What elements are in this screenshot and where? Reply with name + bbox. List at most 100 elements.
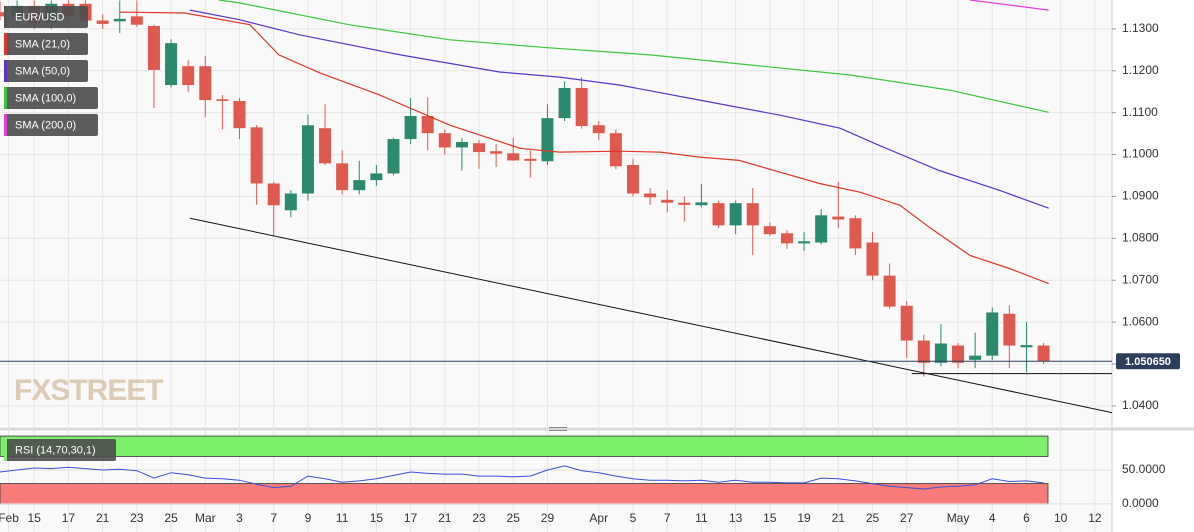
x-tick-label: 7 (270, 511, 277, 525)
x-tick-label: 23 (130, 511, 144, 525)
x-tick-label: 6 (1023, 511, 1030, 525)
candle-body (883, 275, 896, 307)
candle-body (1037, 345, 1050, 362)
legend-swatch (4, 439, 7, 461)
x-tick-label: 12 (1088, 511, 1102, 525)
sma-line (189, 9, 1049, 209)
candle-body (438, 133, 451, 148)
x-tick-label: 21 (438, 511, 452, 525)
sma-line (218, 0, 1049, 113)
legend-swatch (4, 114, 7, 136)
x-tick-label: 10 (1054, 511, 1068, 525)
legend-label: SMA (100,0) (15, 92, 76, 104)
candle-body (216, 99, 229, 101)
candle-body (575, 87, 588, 127)
y-tick-label: 1.1100 (1122, 105, 1158, 119)
x-tick-label: 11 (336, 511, 349, 525)
candle-body (952, 345, 965, 363)
x-tick-label: 25 (164, 511, 178, 525)
candle-body (284, 193, 297, 211)
x-tick-label: Feb (0, 511, 19, 525)
x-tick-label: 4 (989, 511, 996, 525)
candle-body (507, 153, 520, 161)
legend-label: EUR/USD (15, 11, 65, 23)
legend-box (4, 6, 88, 28)
y-tick-label: 1.0900 (1122, 189, 1159, 203)
candle-body (558, 87, 571, 119)
candle-body (695, 202, 708, 206)
candle-body (336, 163, 349, 191)
candle-body (199, 66, 212, 101)
candle-body (524, 158, 537, 161)
candle-body (319, 128, 332, 164)
rsi-line (0, 465, 1044, 490)
candle-body (917, 340, 930, 363)
candle-body (473, 143, 486, 153)
candle-body (763, 226, 776, 235)
candle-body (421, 116, 434, 134)
y-tick-label: 1.1300 (1122, 21, 1159, 35)
candle-body (233, 100, 246, 129)
trend-line (189, 217, 1112, 414)
candle-body (130, 16, 143, 25)
x-tick-label: 27 (900, 511, 914, 525)
candle-body (798, 241, 811, 244)
candle-body (729, 203, 742, 226)
legend-swatch (4, 6, 7, 28)
legend-swatch (4, 87, 7, 109)
candle-body (455, 142, 468, 148)
x-tick-label: 23 (472, 511, 486, 525)
y-tick-label: 1.0800 (1122, 231, 1159, 245)
x-tick-label: 21 (832, 511, 846, 525)
candle-body (661, 199, 674, 203)
legend-swatch (4, 33, 7, 55)
candle-body (165, 43, 178, 86)
x-tick-label: 15 (763, 511, 777, 525)
candle-body (490, 151, 503, 154)
last-price-box (1116, 353, 1180, 370)
separator-grip (549, 427, 567, 431)
candle-body (147, 25, 160, 70)
x-tick-label: 21 (96, 511, 110, 525)
candle-body (644, 193, 657, 198)
candle-body (678, 202, 691, 205)
candle-body (0, 12, 6, 17)
sma-line (119, 11, 1049, 285)
x-tick-label: Apr (589, 511, 608, 525)
rsi-tick-label: 0.0000 (1122, 496, 1159, 510)
candle-body (934, 343, 947, 363)
x-tick-label: 29 (541, 511, 555, 525)
legend-swatch (4, 60, 7, 82)
rsi-tick-label: 50.0000 (1122, 462, 1166, 476)
candle-body (832, 216, 845, 220)
y-tick-label: 1.0600 (1122, 314, 1159, 328)
y-tick-label: 1.0700 (1122, 272, 1159, 286)
y-tick-label: 1.1200 (1122, 63, 1159, 77)
candle-body (866, 242, 879, 276)
x-tick-label: 25 (866, 511, 880, 525)
y-tick-label: 1.1000 (1122, 147, 1159, 161)
x-tick-label: 19 (797, 511, 811, 525)
x-tick-label: 17 (404, 511, 418, 525)
x-tick-label: 15 (370, 511, 384, 525)
candle-body (353, 180, 366, 191)
x-tick-label: Mar (195, 511, 216, 525)
candle-body (609, 133, 622, 167)
overbought-zone (0, 435, 1049, 457)
candle-body (182, 66, 195, 86)
legend-label: RSI (14,70,30,1) (15, 444, 96, 456)
legend-label: SMA (21,0) (15, 38, 70, 50)
candle-body (592, 125, 605, 134)
candle-body (986, 312, 999, 356)
x-tick-label: 13 (729, 511, 743, 525)
legend-box (4, 87, 98, 109)
candle-body (746, 203, 759, 226)
y-tick-label: 1.0400 (1122, 398, 1159, 412)
x-tick-label: 11 (695, 511, 708, 525)
candle-body (1020, 345, 1033, 348)
x-tick-label: 7 (664, 511, 671, 525)
candle-body (626, 165, 639, 194)
candle-body (113, 18, 126, 22)
x-tick-label: 15 (28, 511, 42, 525)
